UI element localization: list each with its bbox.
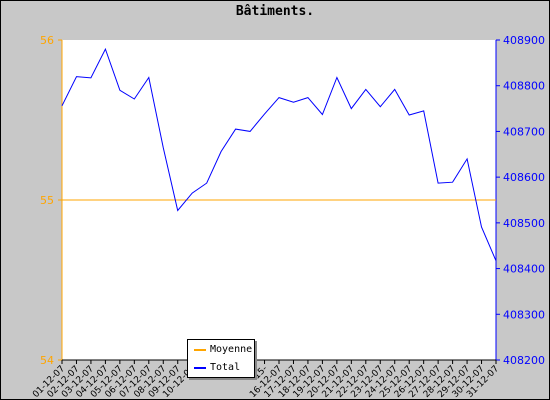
legend-swatch-total bbox=[194, 367, 206, 369]
y-right-tick-label: 408900 bbox=[503, 34, 545, 47]
y-right-tick-label: 408500 bbox=[503, 217, 545, 230]
y-right-tick-label: 408700 bbox=[503, 125, 545, 138]
legend-item-total: Total bbox=[188, 361, 254, 376]
y-right-tick-label: 408600 bbox=[503, 171, 545, 184]
legend: Moyenne Total bbox=[187, 339, 255, 378]
y-right-tick-label: 408400 bbox=[503, 263, 545, 276]
y-left-tick-label: 54 bbox=[40, 354, 54, 367]
chart-title: Bâtiments. bbox=[235, 4, 315, 19]
y-right-tick-label: 408300 bbox=[503, 308, 545, 321]
legend-label-moyenne: Moyenne bbox=[210, 344, 253, 355]
series-line-total bbox=[61, 47, 497, 261]
legend-label-total: Total bbox=[210, 362, 241, 373]
y-right-tick-label: 408200 bbox=[503, 354, 545, 367]
y-right-tick-label: 408800 bbox=[503, 80, 545, 93]
legend-swatch-moyenne bbox=[194, 349, 206, 351]
y-left-tick-label: 56 bbox=[40, 34, 54, 47]
y-left-tick-label: 55 bbox=[40, 194, 54, 207]
legend-item-moyenne: Moyenne bbox=[188, 343, 254, 358]
